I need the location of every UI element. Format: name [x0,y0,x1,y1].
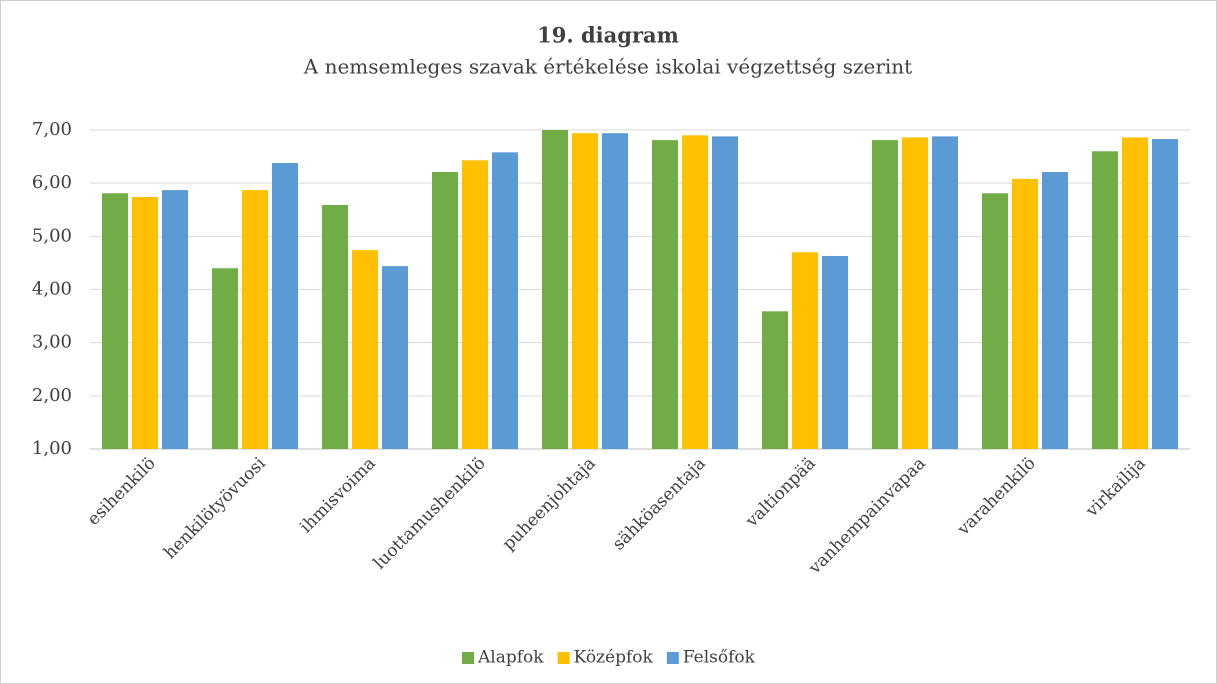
y-tick-label: 6,00 [32,172,72,193]
bar [102,193,128,449]
bar [432,172,458,450]
y-tick-label: 5,00 [32,225,72,246]
bar [272,162,298,450]
bar [492,152,518,449]
bar [542,130,568,449]
bar [572,133,598,449]
bar [1092,151,1118,449]
legend-label: Alapfok [477,648,544,668]
chart-subtitle: A nemsemleges szavak értékelése iskolai … [303,55,912,79]
legend-swatch [462,652,475,664]
bar [762,311,788,449]
bar [872,140,898,449]
bar [1042,172,1068,450]
y-tick-label: 2,00 [32,385,72,406]
bar [212,268,238,449]
bar [1152,139,1178,449]
legend-swatch [557,652,570,664]
bar [1122,137,1148,449]
chart-title: 19. diagram [537,23,679,48]
bar [932,136,958,449]
bar [682,135,708,450]
bar [352,250,378,449]
legend-swatch [666,652,679,664]
bar [382,266,408,449]
y-tick-label: 1,00 [32,438,72,459]
bar [162,190,188,449]
bar [322,204,348,449]
bar [1012,178,1038,449]
legend: Alapfok Középfok Felsőfok [462,648,756,668]
y-tick-label: 7,00 [32,119,72,140]
y-tick-label: 3,00 [32,332,72,353]
bar [822,256,848,449]
legend-label: Felsőfok [683,648,756,668]
y-tick-label: 4,00 [32,279,72,300]
bar [792,252,818,449]
bar [242,190,268,449]
legend-label: Középfok [574,648,654,668]
bar [132,196,158,449]
bar [602,133,628,449]
bar [652,140,678,449]
bar [462,160,488,449]
bar [902,137,928,449]
bar [982,193,1008,449]
bar [712,136,738,449]
